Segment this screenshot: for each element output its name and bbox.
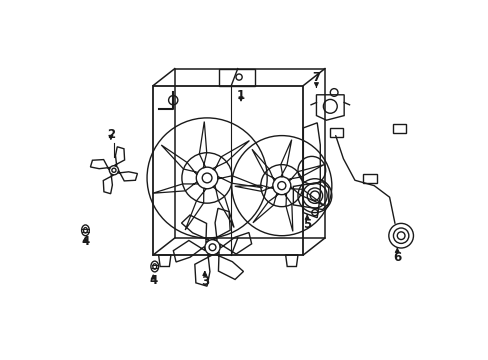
- Text: 6: 6: [392, 248, 401, 264]
- Text: 7: 7: [312, 71, 320, 87]
- Bar: [329, 128, 342, 137]
- Text: 2: 2: [106, 127, 115, 140]
- Text: 5: 5: [303, 215, 311, 231]
- Bar: [393, 124, 405, 133]
- Text: 4: 4: [149, 274, 157, 287]
- Text: 1: 1: [237, 89, 244, 102]
- Text: 4: 4: [81, 235, 89, 248]
- Bar: [362, 174, 376, 183]
- Text: 3: 3: [201, 271, 208, 288]
